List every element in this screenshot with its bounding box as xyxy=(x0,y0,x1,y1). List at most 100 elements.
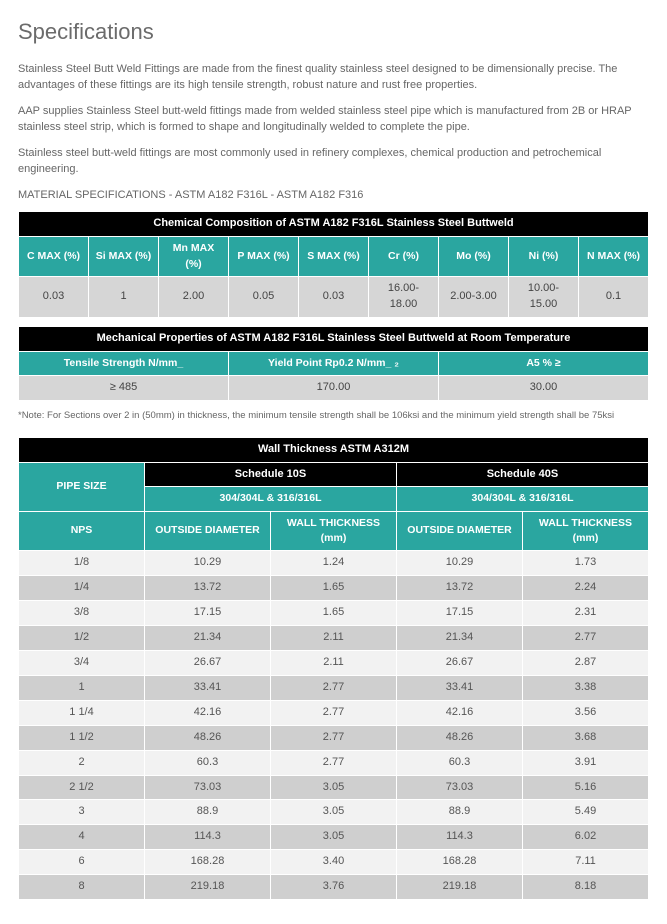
table-row: 1 1/248.262.7748.263.68 xyxy=(19,725,649,750)
table-row: 1/413.721.6513.722.24 xyxy=(19,576,649,601)
wt-sched40: Schedule 40S xyxy=(397,462,649,487)
wt-cell: 3/8 xyxy=(19,600,145,625)
page-title: Specifications xyxy=(18,16,649,48)
wt-cell: 114.3 xyxy=(397,825,523,850)
wt-cell: 60.3 xyxy=(397,750,523,775)
wt-cell: 33.41 xyxy=(145,675,271,700)
mech-header: Yield Point Rp0.2 N/mm_ ₂ xyxy=(229,351,439,375)
mech-cell: 170.00 xyxy=(229,375,439,400)
wt-cell: 3/4 xyxy=(19,650,145,675)
chem-header: Cr (%) xyxy=(369,237,439,276)
wt-cell: 3.91 xyxy=(523,750,649,775)
chem-cell: 2.00 xyxy=(159,276,229,317)
chem-header: C MAX (%) xyxy=(19,237,89,276)
chem-header: S MAX (%) xyxy=(299,237,369,276)
wt-grade-40: 304/304L & 316/316L xyxy=(397,487,649,511)
wt-cell: 33.41 xyxy=(397,675,523,700)
wt-cell: 3.68 xyxy=(523,725,649,750)
chemical-composition-table: Chemical Composition of ASTM A182 F316L … xyxy=(18,211,649,317)
wt-cell: 2.11 xyxy=(271,650,397,675)
table-row: 1/810.291.2410.291.73 xyxy=(19,551,649,576)
mech-cell: ≥ 485 xyxy=(19,375,229,400)
wt-cell: 168.28 xyxy=(397,850,523,875)
wt-cell: 1/2 xyxy=(19,625,145,650)
wt-cell: 2.77 xyxy=(271,675,397,700)
wt-cell: 60.3 xyxy=(145,750,271,775)
wt-cell: 1.65 xyxy=(271,576,397,601)
wt-cell: 2.77 xyxy=(271,725,397,750)
wt-cell: 4 xyxy=(19,825,145,850)
wt-cell: 6 xyxy=(19,850,145,875)
wt-cell: 6.02 xyxy=(523,825,649,850)
wt-cell: 219.18 xyxy=(397,875,523,900)
chem-header: Mo (%) xyxy=(439,237,509,276)
wt-cell: 48.26 xyxy=(145,725,271,750)
wt-cell: 17.15 xyxy=(145,600,271,625)
wt-cell: 73.03 xyxy=(145,775,271,800)
wt-cell: 13.72 xyxy=(397,576,523,601)
wt-title: Wall Thickness ASTM A312M xyxy=(19,437,649,462)
wt-cell: 10.29 xyxy=(145,551,271,576)
wt-cell: 3.56 xyxy=(523,700,649,725)
wt-cell: 2.77 xyxy=(271,700,397,725)
table-row: 3/817.151.6517.152.31 xyxy=(19,600,649,625)
mech-header: Tensile Strength N/mm_ xyxy=(19,351,229,375)
mech-title: Mechanical Properties of ASTM A182 F316L… xyxy=(19,326,649,351)
wt-cell: 21.34 xyxy=(145,625,271,650)
wt-cell: 3.40 xyxy=(271,850,397,875)
wt-cell: 1 1/2 xyxy=(19,725,145,750)
chem-header: P MAX (%) xyxy=(229,237,299,276)
wt-cell: 3.05 xyxy=(271,775,397,800)
wt-col-header: OUTSIDE DIAMETER xyxy=(145,511,271,550)
wt-cell: 3.76 xyxy=(271,875,397,900)
wt-cell: 5.16 xyxy=(523,775,649,800)
wt-cell: 3.38 xyxy=(523,675,649,700)
chem-cell: 0.05 xyxy=(229,276,299,317)
wt-cell: 2.77 xyxy=(523,625,649,650)
wt-cell: 2.31 xyxy=(523,600,649,625)
intro-para-3: Stainless steel butt-weld fittings are m… xyxy=(18,146,649,178)
wt-cell: 1.24 xyxy=(271,551,397,576)
wt-cell: 114.3 xyxy=(145,825,271,850)
wt-cell: 48.26 xyxy=(397,725,523,750)
table-row: 260.32.7760.33.91 xyxy=(19,750,649,775)
wt-cell: 3 xyxy=(19,800,145,825)
wt-cell: 1/8 xyxy=(19,551,145,576)
mechanical-properties-table: Mechanical Properties of ASTM A182 F316L… xyxy=(18,326,649,401)
wt-cell: 168.28 xyxy=(145,850,271,875)
mech-header: A5 % ≥ xyxy=(439,351,649,375)
table-row: 8219.183.76219.188.18 xyxy=(19,875,649,900)
table-row: 4114.33.05114.36.02 xyxy=(19,825,649,850)
wt-cell: 13.72 xyxy=(145,576,271,601)
chem-cell: 2.00-3.00 xyxy=(439,276,509,317)
note-text: *Note: For Sections over 2 in (50mm) in … xyxy=(18,409,649,423)
wt-cell: 73.03 xyxy=(397,775,523,800)
wt-cell: 7.11 xyxy=(523,850,649,875)
wall-thickness-table: Wall Thickness ASTM A312M PIPE SIZE Sche… xyxy=(18,437,649,901)
table-row: 2 1/273.033.0573.035.16 xyxy=(19,775,649,800)
wt-cell: 42.16 xyxy=(397,700,523,725)
wt-sched10: Schedule 10S xyxy=(145,462,397,487)
wt-col-header: OUTSIDE DIAMETER xyxy=(397,511,523,550)
wt-cell: 1.65 xyxy=(271,600,397,625)
wt-cell: 219.18 xyxy=(145,875,271,900)
wt-cell: 8.18 xyxy=(523,875,649,900)
wt-cell: 1 xyxy=(19,675,145,700)
wt-cell: 21.34 xyxy=(397,625,523,650)
wt-cell: 88.9 xyxy=(145,800,271,825)
wt-pipe-size: PIPE SIZE xyxy=(19,462,145,511)
wt-cell: 2 1/2 xyxy=(19,775,145,800)
table-row: 1 1/442.162.7742.163.56 xyxy=(19,700,649,725)
table-row: 6168.283.40168.287.11 xyxy=(19,850,649,875)
chem-cell: 16.00-18.00 xyxy=(369,276,439,317)
wt-cell: 5.49 xyxy=(523,800,649,825)
chem-cell: 10.00-15.00 xyxy=(509,276,579,317)
wt-cell: 42.16 xyxy=(145,700,271,725)
wt-cell: 88.9 xyxy=(397,800,523,825)
intro-para-1: Stainless Steel Butt Weld Fittings are m… xyxy=(18,62,649,94)
wt-cell: 26.67 xyxy=(397,650,523,675)
wt-cell: 1/4 xyxy=(19,576,145,601)
wt-cell: 1.73 xyxy=(523,551,649,576)
wt-cell: 2 xyxy=(19,750,145,775)
wt-cell: 2.77 xyxy=(271,750,397,775)
